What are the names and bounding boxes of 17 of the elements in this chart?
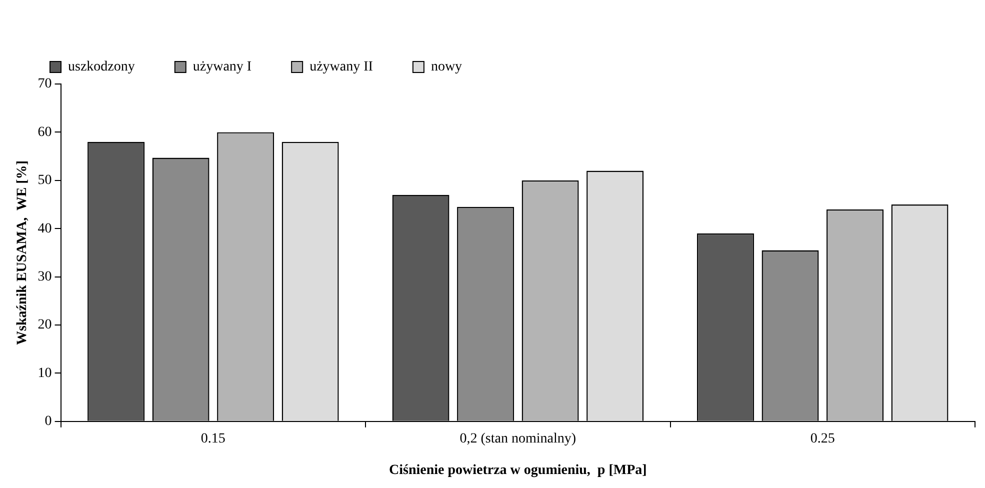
y-tick-label: 20: [38, 318, 52, 333]
legend-label: używany I: [192, 60, 252, 75]
y-axis-title: Wskaźnik EUSAMA, WE [%]: [15, 160, 30, 345]
x-axis-title: Ciśnienie powietrza w ogumieniu, p [MPa]: [388, 463, 647, 478]
y-tick-label: 0: [44, 414, 52, 430]
x-tick-label: 0.25: [810, 431, 835, 446]
y-tick-label: 60: [38, 124, 52, 140]
x-tick-label: 0,2 (stan nominalny): [460, 431, 576, 446]
y-tick-label: 30: [38, 269, 52, 284]
x-tick-label: 0.15: [200, 431, 226, 446]
legend-label: nowy: [430, 60, 462, 75]
legend-label: uszkodzony: [68, 60, 135, 75]
y-tick-label: 70: [38, 76, 52, 92]
legend-label: używany II: [310, 60, 374, 75]
y-tick-label: 50: [38, 173, 52, 188]
y-tick-label: 10: [38, 366, 52, 381]
y-tick-label: 40: [38, 221, 52, 236]
